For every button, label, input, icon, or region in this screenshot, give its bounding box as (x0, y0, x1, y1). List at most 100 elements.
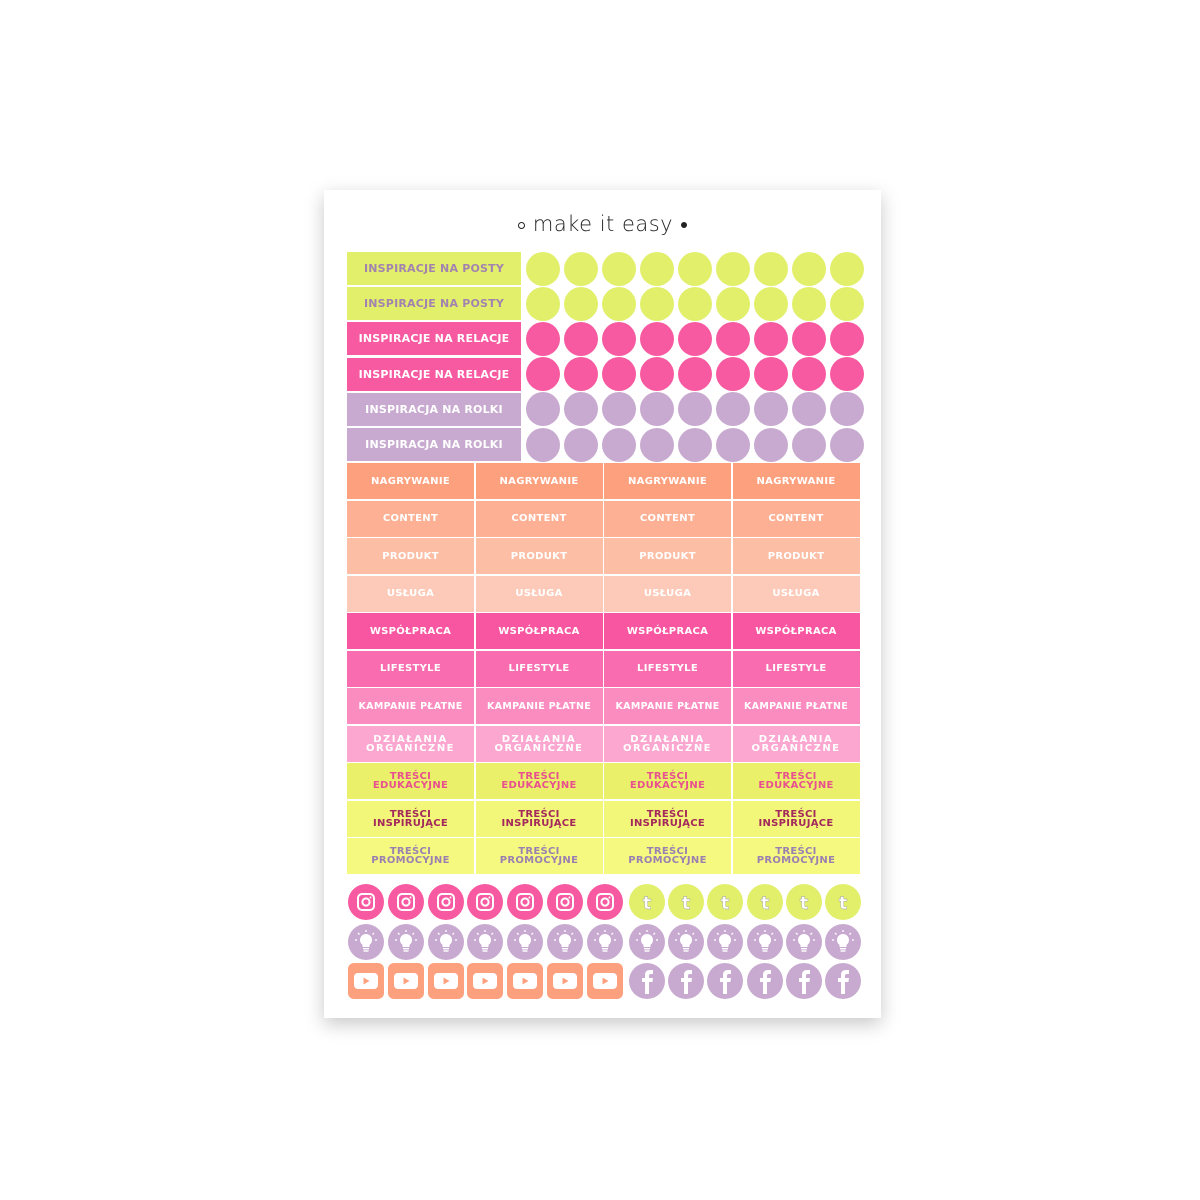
grid-sticker: USŁUGA (604, 575, 731, 612)
lightbulb-sticker (707, 923, 744, 960)
grid-sticker: USŁUGA (347, 575, 474, 612)
dot-sticker (678, 392, 712, 427)
dot-sticker (830, 357, 864, 392)
dot-sticker (640, 321, 674, 356)
lightbulb-icon (513, 929, 537, 955)
dot-sticker (792, 251, 826, 286)
dot-sticker (830, 321, 864, 356)
lightbulb-sticker (668, 923, 705, 960)
dot-sticker (830, 286, 864, 321)
grid-sticker: TREŚCI PROMOCYJNE (604, 838, 731, 874)
lightbulb-icon (553, 929, 577, 955)
lightbulb-sticker (547, 923, 583, 960)
grid-sticker: WSPÓŁPRACA (732, 613, 860, 649)
grid-sticker: DZIAŁANIA ORGANICZNE (732, 725, 860, 762)
youtube-sticker (547, 963, 583, 999)
dot-sticker (754, 251, 788, 286)
lightbulb-icon (831, 929, 855, 955)
grid-sticker: TREŚCI EDUKACYJNE (604, 763, 731, 799)
dot-sticker (678, 286, 712, 321)
instagram-icon (356, 892, 376, 912)
label-sticker: INSPIRACJA NA ROLKI (347, 428, 521, 461)
youtube-icon (552, 971, 578, 991)
youtube-icon (393, 971, 419, 991)
grid-sticker: NAGRYWANIE (732, 463, 860, 499)
tumblr-icon: t (833, 891, 853, 913)
dot-sticker (640, 392, 674, 427)
grid-sticker: CONTENT (732, 500, 860, 537)
grid-sticker: USŁUGA (475, 575, 603, 612)
dot-sticker (830, 427, 864, 462)
label-sticker: INSPIRACJA NA ROLKI (347, 392, 521, 426)
dot-sticker (716, 392, 750, 427)
dot-sticker (564, 357, 598, 392)
grid-sticker: DZIAŁANIA ORGANICZNE (475, 725, 603, 762)
youtube-icon (472, 971, 498, 991)
facebook-icon (715, 968, 735, 994)
dot-sticker (754, 321, 788, 356)
youtube-sticker (427, 963, 464, 999)
tumblr-icon: t (637, 891, 657, 913)
youtube-sticker (387, 963, 424, 999)
facebook-sticker (825, 963, 861, 999)
lightbulb-sticker (387, 923, 424, 960)
dot-sticker (602, 427, 636, 462)
dot-sticker (640, 286, 674, 321)
dot-sticker (716, 357, 750, 392)
dot-sticker (754, 357, 788, 392)
grid-sticker: TREŚCI INSPIRUJĄCE (604, 800, 731, 837)
instagram-sticker (586, 884, 623, 920)
grid-sticker: WSPÓŁPRACA (347, 613, 474, 649)
lightbulb-icon (635, 929, 659, 955)
grid-sticker: PRODUKT (604, 538, 731, 574)
lightbulb-icon (792, 929, 816, 955)
grid-sticker: LIFESTYLE (604, 650, 731, 687)
facebook-sticker (629, 963, 665, 999)
grid-sticker: TREŚCI INSPIRUJĄCE (475, 800, 603, 837)
instagram-icon (595, 892, 615, 912)
tumblr-sticker: t (785, 884, 822, 920)
svg-text:t: t (643, 893, 652, 913)
grid-sticker: TREŚCI PROMOCYJNE (347, 838, 474, 874)
dot-sticker (564, 321, 598, 356)
dot-sticker (716, 321, 750, 356)
svg-text:t: t (721, 893, 730, 913)
grid-sticker: KAMPANIE PŁATNE (347, 688, 474, 724)
dot-sticker (830, 251, 864, 286)
dot-sticker (602, 392, 636, 427)
grid-sticker: TREŚCI INSPIRUJĄCE (732, 800, 860, 837)
grid-sticker: LIFESTYLE (732, 650, 860, 687)
lightbulb-icon (674, 929, 698, 955)
facebook-icon (755, 968, 775, 994)
dot-sticker (678, 357, 712, 392)
lightbulb-sticker (348, 923, 384, 960)
dot-sticker (640, 427, 674, 462)
dot-sticker (526, 392, 560, 427)
tumblr-sticker: t (825, 884, 861, 920)
grid-sticker: CONTENT (604, 500, 731, 537)
lightbulb-icon (473, 929, 497, 955)
dot-sticker (792, 286, 826, 321)
instagram-sticker (547, 884, 583, 920)
lightbulb-icon (354, 929, 378, 955)
tumblr-sticker: t (668, 884, 705, 920)
grid-sticker: TREŚCI PROMOCYJNE (475, 838, 603, 874)
brand-text: make it easy (532, 212, 674, 236)
lightbulb-sticker (427, 923, 464, 960)
dot-sticker (526, 286, 560, 321)
lightbulb-icon (753, 929, 777, 955)
dot-sticker (754, 427, 788, 462)
dot-sticker (792, 427, 826, 462)
label-sticker: INSPIRACJE NA RELACJE (347, 357, 521, 391)
instagram-icon (396, 892, 416, 912)
tumblr-sticker: t (629, 884, 665, 920)
grid-sticker: PRODUKT (347, 538, 474, 574)
facebook-icon (833, 968, 853, 994)
svg-text:t: t (760, 893, 769, 913)
brand-title: make it easy (324, 212, 881, 236)
grid-sticker: TREŚCI EDUKACYJNE (732, 763, 860, 799)
dot-sticker (678, 321, 712, 356)
dot-sticker (602, 321, 636, 356)
dot-sticker (754, 286, 788, 321)
facebook-sticker (746, 963, 783, 999)
